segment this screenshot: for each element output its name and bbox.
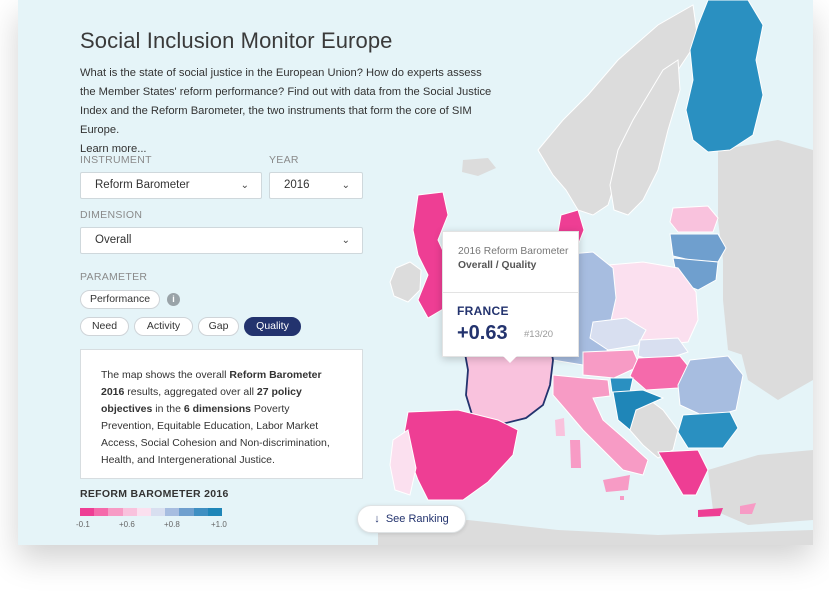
- legend-color-scale: [80, 508, 222, 516]
- parameter-gap[interactable]: Gap: [198, 317, 239, 336]
- map-region-malta[interactable]: [620, 496, 624, 500]
- desc-text: Poverty Prevention, Equitable Education,…: [101, 403, 330, 466]
- info-icon[interactable]: i: [167, 293, 180, 306]
- year-select[interactable]: 2016 ⌄: [269, 172, 363, 199]
- map-region-slovenia[interactable]: [609, 377, 634, 393]
- legend-swatch: [193, 508, 208, 516]
- parameter-quality[interactable]: Quality: [244, 317, 301, 336]
- dimension-label: DIMENSION: [80, 209, 143, 221]
- map-region-portugal[interactable]: [389, 429, 417, 496]
- legend-title: REFORM BAROMETER 2016: [80, 488, 229, 500]
- desc-text: in the: [152, 403, 184, 415]
- legend-swatch: [136, 508, 151, 516]
- dimension-value: Overall: [95, 234, 132, 246]
- instrument-select[interactable]: Reform Barometer ⌄: [80, 172, 262, 199]
- instrument-label: INSTRUMENT: [80, 154, 152, 166]
- legend-swatch: [80, 508, 95, 516]
- legend-tick: -0.1: [76, 520, 90, 529]
- parameter-performance[interactable]: Performance: [80, 290, 160, 309]
- map-region-italy[interactable]: [552, 374, 649, 476]
- europe-map[interactable]: [18, 0, 813, 545]
- tooltip-divider: [443, 292, 578, 293]
- legend-swatch: [207, 508, 222, 516]
- map-region-ireland[interactable]: [389, 261, 422, 303]
- instrument-value: Reform Barometer: [95, 179, 190, 191]
- tooltip-country: FRANCE: [457, 304, 509, 318]
- map-region-estonia[interactable]: [669, 205, 719, 233]
- desc-bold: Reform Barometer 2016: [101, 369, 322, 398]
- see-ranking-button[interactable]: ↓ See Ranking: [357, 505, 466, 533]
- map-region-sardinia[interactable]: [570, 440, 581, 468]
- dimension-select[interactable]: Overall ⌄: [80, 227, 363, 254]
- tooltip-value: +0.63: [457, 322, 508, 344]
- year-value: 2016: [284, 179, 310, 191]
- monitor-card: Social Inclusion Monitor Europe What is …: [18, 0, 813, 545]
- year-label: YEAR: [269, 154, 299, 166]
- page-title: Social Inclusion Monitor Europe: [80, 28, 393, 53]
- tooltip-rank: #13/20: [524, 329, 554, 340]
- map-region-finland[interactable]: [685, 0, 764, 153]
- legend-swatch: [150, 508, 166, 516]
- legend-swatch: [165, 508, 180, 516]
- legend-tick: +0.6: [119, 520, 135, 529]
- desc-bold: 27 policy objectives: [101, 386, 302, 415]
- tooltip-subcaption: Overall / Quality: [458, 260, 537, 271]
- learn-more-link[interactable]: Learn more...: [80, 143, 147, 155]
- legend-tick: +1.0: [211, 520, 227, 529]
- legend-swatch: [122, 508, 137, 516]
- tooltip-caption: 2016 Reform Barometer: [458, 246, 569, 257]
- map-region-corsica[interactable]: [555, 418, 565, 436]
- map-region-belarus-ukraine[interactable]: [723, 235, 778, 360]
- map-region-crete[interactable]: [698, 508, 723, 517]
- map-region-czechia[interactable]: [589, 317, 647, 351]
- legend-swatch: [179, 508, 194, 516]
- map-region-croatia[interactable]: [612, 389, 665, 431]
- legend-swatch: [94, 508, 109, 516]
- legend-swatch: [108, 508, 123, 516]
- map-description: The map shows the overall Reform Baromet…: [80, 349, 363, 479]
- arrow-down-icon: ↓: [374, 513, 380, 525]
- intro-text: What is the state of social justice in t…: [80, 64, 500, 159]
- map-region-greece[interactable]: [657, 449, 709, 496]
- chevron-down-icon: ⌄: [341, 180, 350, 191]
- intro-body: What is the state of social justice in t…: [80, 67, 492, 136]
- chevron-down-icon: ⌄: [341, 235, 350, 246]
- country-tooltip: 2016 Reform Barometer Overall / Quality …: [442, 231, 579, 357]
- chevron-down-icon: ⌄: [240, 180, 249, 191]
- map-region-romania[interactable]: [677, 355, 744, 419]
- parameter-label: PARAMETER: [80, 271, 148, 283]
- map-region-bulgaria[interactable]: [677, 411, 739, 449]
- map-region-iceland[interactable]: [462, 158, 496, 176]
- legend-tick: +0.8: [164, 520, 180, 529]
- map-region-spain[interactable]: [402, 409, 519, 501]
- parameter-activity[interactable]: Activity: [134, 317, 193, 336]
- map-region-cyprus[interactable]: [740, 503, 756, 514]
- tooltip-caret: [503, 356, 517, 363]
- map-region-sweden-no-data[interactable]: [609, 59, 681, 216]
- map-region-north-africa[interactable]: [378, 520, 813, 545]
- desc-text: The map shows the overall: [101, 369, 230, 381]
- map-region-austria[interactable]: [582, 349, 641, 379]
- map-region-latvia[interactable]: [669, 233, 727, 263]
- map-region-sicily[interactable]: [603, 475, 630, 492]
- desc-text: results, aggregated over all: [124, 386, 257, 398]
- tooltip-header: 2016 Reform Barometer Overall / Quality: [443, 232, 578, 273]
- desc-bold: 6 dimensions: [183, 403, 251, 415]
- map-region-turkey[interactable]: [708, 450, 813, 525]
- parameter-need[interactable]: Need: [80, 317, 129, 336]
- see-ranking-label: See Ranking: [385, 513, 449, 525]
